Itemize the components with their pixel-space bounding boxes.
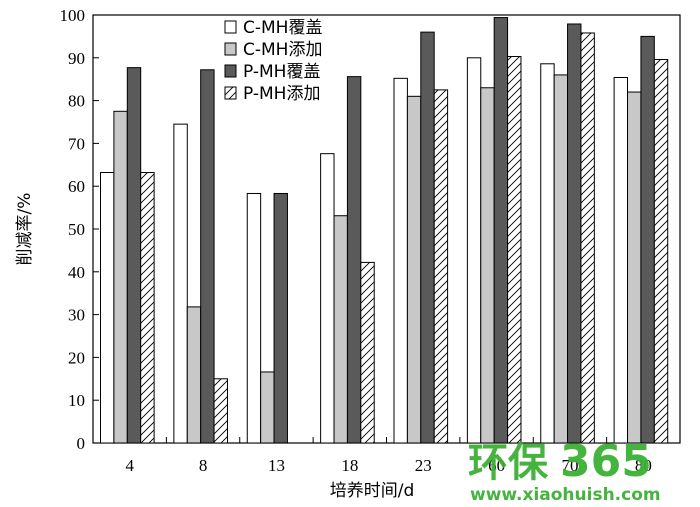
y-tick-label: 60 xyxy=(68,177,85,196)
y-tick-label: 30 xyxy=(68,306,85,325)
y-tick-label: 20 xyxy=(68,348,85,367)
y-tick-label: 50 xyxy=(68,220,85,239)
y-tick-label: 80 xyxy=(68,92,85,111)
bar-3-60 xyxy=(493,17,509,444)
legend-label: C-MH添加 xyxy=(243,40,322,60)
x-tick-label: 13 xyxy=(268,456,285,475)
legend-label: P-MH覆盖 xyxy=(243,62,320,82)
legend-swatch xyxy=(224,64,237,78)
y-tick-label: 90 xyxy=(68,49,85,68)
bar-2-80 xyxy=(627,91,642,444)
bar-4-60 xyxy=(507,56,522,444)
legend-label: C-MH覆盖 xyxy=(243,18,322,38)
bar-3-80 xyxy=(640,35,655,444)
legend-swatch xyxy=(224,20,237,34)
watermark-url: www.xiaohuish.com xyxy=(470,485,661,505)
bar-2-18 xyxy=(333,215,348,444)
bar-4-70 xyxy=(580,32,595,444)
x-axis-title: 培养时间/d xyxy=(330,481,415,501)
bar-1-23 xyxy=(393,77,408,444)
bar-4-8 xyxy=(213,378,228,444)
bar-1-70 xyxy=(540,63,555,444)
x-tick-label: 18 xyxy=(341,456,358,475)
x-tick-label: 8 xyxy=(199,456,208,475)
bar-2-4 xyxy=(113,110,128,444)
y-tick-label: 100 xyxy=(60,6,86,25)
watermark-brand-text: 环保 xyxy=(468,440,549,486)
bar-1-80 xyxy=(613,76,629,444)
axes xyxy=(92,14,681,444)
x-tick-label: 4 xyxy=(125,456,134,475)
y-tick-labels: 0 10 20 30 40 50 60 70 80 90 100 xyxy=(60,6,86,453)
x-tick-label: 60 xyxy=(488,456,505,475)
y-tick-label: 10 xyxy=(68,391,85,410)
y-tick-label: 40 xyxy=(68,263,85,282)
bar-2-13 xyxy=(260,371,275,444)
y-axis-title: 削减率/% xyxy=(15,193,35,266)
legend-swatch xyxy=(224,86,237,100)
watermark-brand-number: 365 xyxy=(560,436,652,487)
x-tick-label: 80 xyxy=(635,456,652,475)
bar-3-23 xyxy=(420,31,435,444)
bar-1-60 xyxy=(466,57,482,444)
bar-1-13 xyxy=(246,192,262,444)
bar-2-8 xyxy=(186,306,202,444)
y-tick-label: 70 xyxy=(68,134,85,153)
bar-4-23 xyxy=(433,89,449,444)
bar-3-13 xyxy=(273,192,288,444)
y-tick-label: 0 xyxy=(77,434,86,453)
x-tick-label: 70 xyxy=(561,456,578,475)
x-tick-labels: 4 8 13 18 23 60 70 80 xyxy=(125,456,651,475)
bar-3-4 xyxy=(126,67,142,444)
watermark-logo: 环保 365 www.xiaohuish.com xyxy=(468,436,661,505)
legend-swatch xyxy=(224,42,237,56)
bar-2-23 xyxy=(406,95,422,444)
bar-1-8 xyxy=(173,123,188,444)
bars-group xyxy=(100,17,669,444)
bar-4-4 xyxy=(140,172,155,444)
legend-label: P-MH添加 xyxy=(243,84,320,104)
bar-2-60 xyxy=(480,87,495,444)
bar-3-70 xyxy=(567,23,582,444)
bar-1-4 xyxy=(100,172,115,444)
bar-3-18 xyxy=(346,76,362,444)
bar-1-18 xyxy=(320,153,335,444)
bar-2-70 xyxy=(553,74,569,444)
bar-4-80 xyxy=(653,59,669,444)
bar-4-18 xyxy=(360,261,375,444)
x-tick-label: 23 xyxy=(415,456,432,475)
bar-3-8 xyxy=(200,69,215,444)
